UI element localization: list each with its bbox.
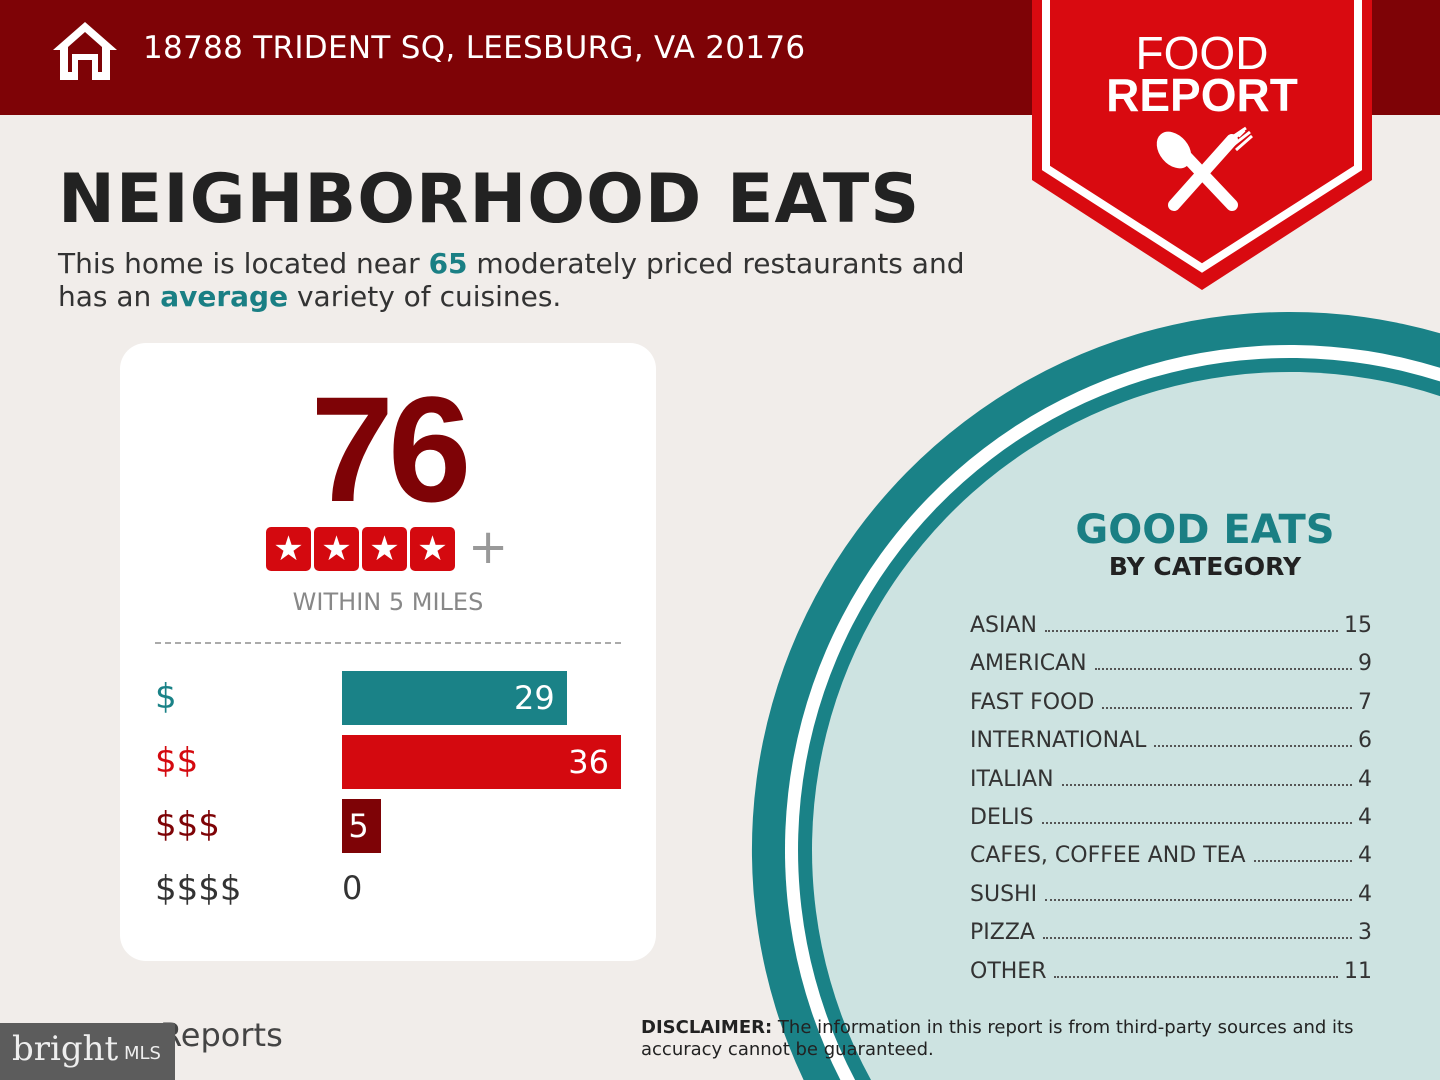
price-row: $29 <box>155 671 625 725</box>
category-row: INTERNATIONAL 6 <box>970 723 1372 753</box>
within-label: WITHIN 5 MILES <box>292 588 484 616</box>
category-count: 4 <box>1358 843 1372 869</box>
star-icon: ★ <box>314 527 359 571</box>
reports-logo: Reports <box>160 1016 283 1054</box>
good-eats-title: GOOD EATS <box>1075 507 1335 553</box>
leader-dots <box>1045 630 1338 632</box>
category-row: AMERICAN 9 <box>970 646 1372 676</box>
good-eats-subtitle: BY CATEGORY <box>1108 552 1302 581</box>
star-icon: ★ <box>266 527 311 571</box>
category-name: ITALIAN <box>970 766 1054 792</box>
category-row: PIZZA 3 <box>970 915 1372 945</box>
score-card: 76 ★ ★ ★ ★ + WITHIN 5 MILES $29 $$ 36 $$$ 5 $$$$… <box>120 343 656 961</box>
leader-dots <box>1102 706 1352 709</box>
restaurant-count: 65 <box>428 247 468 280</box>
price-row: $$ 36 <box>155 735 625 789</box>
category-name: ASIAN <box>970 613 1038 638</box>
category-count: 15 <box>1344 613 1372 638</box>
leader-dots <box>1041 822 1352 824</box>
category-count: 9 <box>1358 651 1372 677</box>
category-name: OTHER <box>970 958 1047 984</box>
category-row: DELIS 4 <box>970 800 1372 830</box>
category-count: 4 <box>1358 805 1372 830</box>
category-name: SUSHI <box>970 881 1038 907</box>
leader-dots <box>1054 975 1338 978</box>
star-icon: ★ <box>362 527 407 571</box>
category-name: DELIS <box>970 805 1034 830</box>
price-bar: 36 <box>342 735 621 789</box>
variety-level: average <box>160 280 289 313</box>
leader-dots <box>1045 898 1352 901</box>
leader-dots <box>1061 783 1352 786</box>
leader-dots <box>1154 745 1352 748</box>
leader-dots <box>1094 668 1352 671</box>
category-name: AMERICAN <box>970 651 1087 677</box>
leader-dots <box>1042 937 1352 940</box>
category-row: CAFES, COFFEE AND TEA 4 <box>970 838 1372 868</box>
category-row: OTHER 11 <box>970 954 1372 984</box>
star-rating: ★ ★ ★ ★ <box>266 527 455 571</box>
category-count: 7 <box>1358 689 1372 715</box>
badge-line1: FOOD <box>1135 27 1269 79</box>
category-row: SUSHI 4 <box>970 877 1372 907</box>
category-row: ASIAN 15 <box>970 608 1372 638</box>
plus-sign: + <box>468 519 509 575</box>
category-count: 3 <box>1358 920 1372 946</box>
bright-mls-watermark: bright MLS <box>0 1023 175 1080</box>
category-count: 4 <box>1358 881 1372 907</box>
star-icon: ★ <box>410 527 455 571</box>
price-bar: 29 <box>342 671 567 725</box>
price-bar: 5 <box>342 799 381 853</box>
food-report-badge <box>1032 0 1372 290</box>
category-count: 11 <box>1344 958 1372 984</box>
home-icon <box>53 22 117 80</box>
category-name: FAST FOOD <box>970 689 1095 715</box>
score-value: 76 <box>310 365 472 533</box>
category-row: ITALIAN 4 <box>970 762 1372 792</box>
price-label: $$ <box>155 741 199 781</box>
price-label: $$$$ <box>155 869 242 909</box>
summary-text: This home is located near 65 moderately … <box>58 247 965 313</box>
price-value: 0 <box>342 869 363 907</box>
category-name: INTERNATIONAL <box>970 728 1147 754</box>
spoon-fork-icon <box>1156 126 1253 211</box>
category-count: 6 <box>1358 728 1372 754</box>
category-name: CAFES, COFFEE AND TEA <box>970 843 1246 869</box>
divider <box>155 642 621 644</box>
category-count: 4 <box>1358 766 1372 792</box>
price-label: $ <box>155 677 177 717</box>
category-name: PIZZA <box>970 920 1035 946</box>
category-row: FAST FOOD 7 <box>970 685 1372 715</box>
price-row: $$$$ 0 <box>155 863 625 917</box>
badge-line2: REPORT <box>1106 69 1298 121</box>
address: 18788 TRIDENT SQ, LEESBURG, VA 20176 <box>143 30 806 66</box>
price-label: $$$ <box>155 805 220 845</box>
disclaimer: DISCLAIMER: The information in this repo… <box>641 1017 1354 1060</box>
price-row: $$$ 5 <box>155 799 625 853</box>
leader-dots <box>1253 860 1352 863</box>
page-title: NEIGHBORHOOD EATS <box>58 160 921 239</box>
